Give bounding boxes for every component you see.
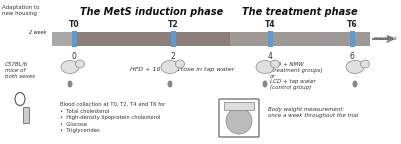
Text: 2 week: 2 week [29,30,47,35]
Ellipse shape [176,60,184,68]
Bar [170,31,176,47]
Bar [267,31,273,47]
Text: Blood collection at T0, T2, T4 and T6 for
•  Total cholesterol
•  High-density l: Blood collection at T0, T2, T4 and T6 fo… [60,102,165,133]
Bar [52,32,74,46]
Ellipse shape [352,80,358,88]
Bar [23,107,29,123]
Ellipse shape [271,60,279,68]
Bar [230,32,370,46]
Text: The treatment phase: The treatment phase [242,7,358,17]
Bar [74,32,230,46]
Text: months: months [374,36,398,40]
Ellipse shape [75,60,85,68]
Text: T6: T6 [347,20,357,29]
Text: Body weight measurement:
once a week throughout the trial: Body weight measurement: once a week thr… [268,107,358,118]
Text: T0: T0 [69,20,79,29]
Ellipse shape [360,60,369,68]
Text: 6: 6 [350,52,354,61]
Text: 2: 2 [170,52,175,61]
Ellipse shape [168,80,172,88]
Text: HFD + 10% fructose in tap water: HFD + 10% fructose in tap water [130,68,234,72]
Ellipse shape [61,60,79,73]
Bar [224,102,254,110]
Text: T4: T4 [265,20,275,29]
Text: T2: T2 [168,20,178,29]
Ellipse shape [346,60,364,73]
Bar [350,31,354,47]
Ellipse shape [256,60,274,73]
Text: C57BL/6
mice of
both sexes: C57BL/6 mice of both sexes [5,62,35,79]
Bar [71,31,77,47]
Ellipse shape [67,80,73,88]
FancyBboxPatch shape [219,99,259,137]
Text: 0: 0 [71,52,77,61]
Text: Adaptation to
new housing: Adaptation to new housing [2,5,40,16]
Ellipse shape [263,80,267,88]
Ellipse shape [161,60,179,73]
Text: 4: 4 [267,52,272,61]
Text: The MetS induction phase: The MetS induction phase [80,7,224,17]
Circle shape [226,108,252,134]
Text: LCD + NMW
(treatment groups)
or
LCD + tap water
(control group): LCD + NMW (treatment groups) or LCD + ta… [270,62,323,90]
